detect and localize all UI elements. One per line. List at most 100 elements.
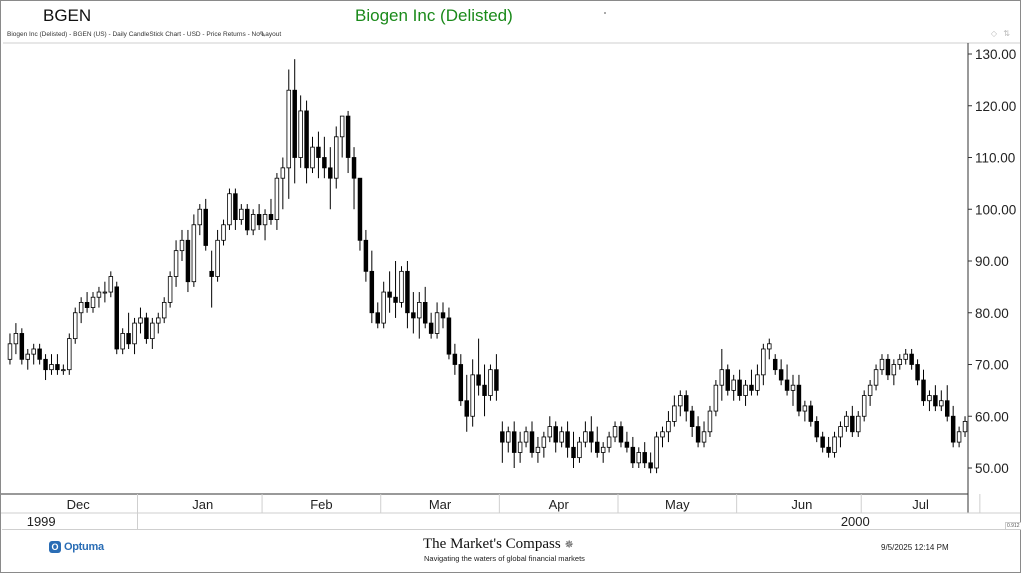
candle-body: [191, 224, 197, 283]
candle-body: [233, 193, 238, 221]
candle-body: [636, 452, 642, 464]
candle-body: [648, 462, 653, 469]
candle-body: [43, 358, 48, 371]
candle-body: [500, 431, 505, 443]
candle-body: [476, 374, 481, 386]
candle-body: [114, 286, 119, 350]
candle-body: [90, 296, 96, 308]
candle-body: [838, 426, 843, 438]
candle-body: [565, 431, 570, 448]
candle-body: [405, 270, 410, 314]
candle-body: [678, 395, 683, 407]
candle-body: [891, 364, 897, 376]
candle-body: [944, 400, 950, 417]
candle-body: [683, 395, 689, 412]
candle-body: [885, 358, 891, 376]
candle-body: [541, 436, 547, 448]
candle-body: [13, 333, 19, 345]
month-label: Dec: [67, 497, 91, 512]
candle-body: [761, 348, 766, 376]
candle-body: [37, 348, 42, 360]
candle-body: [921, 379, 926, 402]
candle-body: [150, 322, 155, 340]
candle-body: [274, 177, 280, 220]
candle-body: [630, 446, 636, 464]
candle-body: [239, 208, 244, 221]
candle-body: [120, 333, 125, 350]
candle-body: [161, 301, 167, 319]
candle-body: [624, 441, 630, 448]
candle-body: [7, 343, 13, 360]
candle-body: [553, 426, 558, 443]
candle-body: [19, 333, 25, 360]
candle-body: [411, 312, 416, 319]
candle-body: [292, 89, 297, 158]
candle-body: [25, 353, 31, 360]
candle-body: [695, 426, 701, 443]
candle-body: [351, 157, 357, 179]
candle-body: [227, 193, 232, 226]
candle-body: [873, 369, 879, 386]
candle-body: [583, 431, 588, 443]
candle-body: [470, 374, 475, 417]
chart-subtitle: Biogen Inc (Delisted) - BGEN (US) - Dail…: [7, 31, 282, 38]
candle-body: [713, 384, 719, 412]
candle-body: [796, 384, 802, 412]
candle-body: [96, 291, 102, 298]
year-label: 1999: [27, 514, 56, 529]
candle-body: [245, 208, 250, 231]
candle-body: [879, 358, 885, 371]
candle-body: [49, 364, 54, 371]
candle-body: [78, 301, 84, 314]
candle-body: [844, 415, 849, 428]
candle-body: [268, 214, 274, 221]
candle-body: [654, 436, 659, 469]
candle-body: [221, 224, 226, 241]
candle-body: [72, 312, 78, 340]
candle-body: [173, 250, 179, 277]
candle-body: [962, 421, 968, 433]
candle-body: [488, 369, 493, 396]
candle-body: [956, 431, 962, 443]
month-label: Jun: [791, 497, 812, 512]
candle-body: [571, 446, 576, 459]
candle-body: [215, 239, 220, 277]
candle-body: [701, 431, 707, 443]
candle-body: [250, 214, 256, 231]
y-tick-label: 50.00: [975, 461, 1009, 476]
candle-body: [328, 167, 333, 179]
candle-body: [731, 379, 736, 391]
candle-body: [749, 384, 754, 391]
candle-body: [363, 239, 369, 272]
candle-body: [102, 291, 108, 294]
candle-body: [262, 214, 268, 226]
candle-body: [84, 301, 90, 308]
candle-body: [642, 452, 647, 464]
price-chart[interactable]: 50.00 60.00 70.00 80.00 90.00 100.00 110.00 120…: [1, 1, 1020, 529]
candle-body: [589, 431, 594, 443]
pencil-icon[interactable]: ✎: [259, 30, 266, 39]
candle-body: [909, 353, 914, 365]
candle-body: [31, 348, 36, 355]
candle-body: [494, 369, 499, 391]
candle-body: [808, 405, 814, 422]
candle-body: [209, 270, 214, 277]
candle-body: [428, 322, 434, 334]
y-tick-label: 70.00: [975, 358, 1009, 373]
candle-body: [138, 317, 143, 324]
candle-body: [357, 177, 363, 241]
candle-body: [950, 415, 956, 443]
candle-body: [132, 322, 137, 345]
candle-body: [458, 364, 464, 402]
candle-body: [790, 384, 796, 391]
candle-body: [203, 208, 208, 246]
toolbar-icons[interactable]: ◇ ⇅: [990, 29, 1012, 38]
optuma-brand: Optuma: [64, 541, 104, 553]
candle-body: [126, 333, 131, 345]
candle-body: [577, 441, 582, 459]
candle-body: [672, 405, 677, 422]
candle-body: [867, 384, 873, 396]
candle-body: [915, 364, 920, 381]
candle-body: [861, 395, 867, 417]
